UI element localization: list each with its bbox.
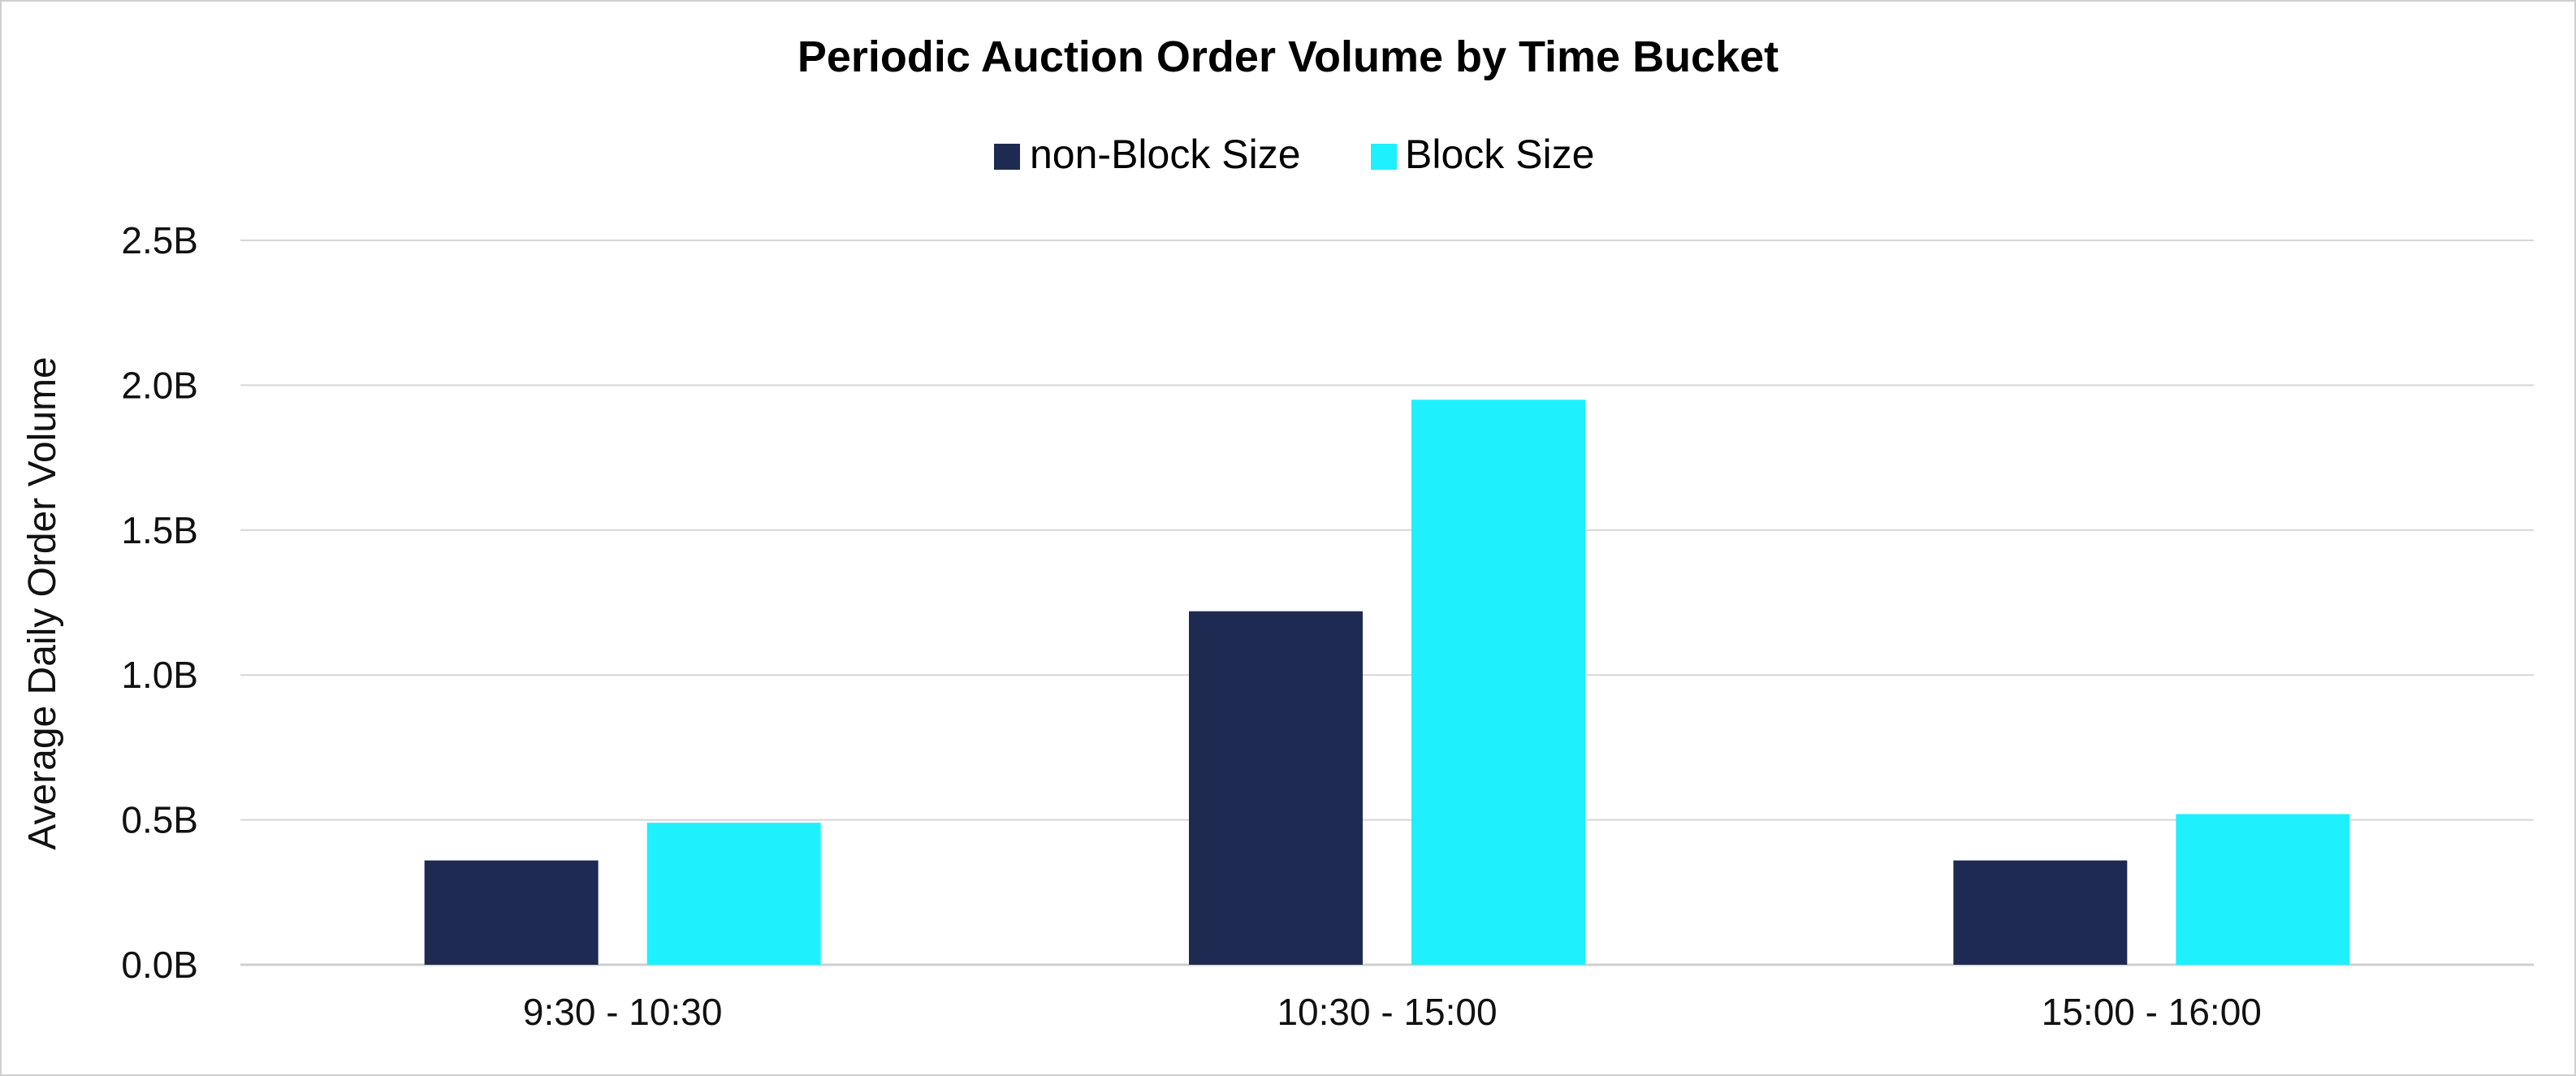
- bar-non-block-1: [1189, 611, 1363, 965]
- x-tick-label: 15:00 - 16:00: [2042, 991, 2262, 1033]
- legend-swatch-block: [1371, 144, 1397, 170]
- bar-non-block-0: [424, 860, 599, 965]
- bar-block-2: [2176, 814, 2350, 965]
- x-tick-label: 9:30 - 10:30: [523, 991, 723, 1033]
- bar-non-block-2: [1953, 860, 2128, 965]
- y-tick-label: 2.5B: [121, 219, 198, 261]
- bar-block-0: [646, 823, 821, 965]
- legend-swatch-non-block: [994, 144, 1020, 170]
- y-tick-label: 0.0B: [121, 944, 198, 986]
- legend-label-non-block: non-Block Size: [1030, 132, 1301, 177]
- bar-block-1: [1411, 400, 1585, 965]
- x-tick-label: 10:30 - 15:00: [1277, 991, 1497, 1033]
- y-tick-label: 0.5B: [121, 799, 198, 841]
- x-tick-labels: 9:30 - 10:30 10:30 - 15:00 15:00 - 16:00: [523, 991, 2262, 1033]
- y-tick-label: 1.5B: [121, 509, 198, 551]
- y-tick-label: 1.0B: [121, 654, 198, 696]
- y-axis-label: Average Daily Order Volume: [21, 357, 64, 849]
- bars: [424, 400, 2350, 965]
- chart-title: Periodic Auction Order Volume by Time Bu…: [797, 32, 1779, 81]
- gridlines: [240, 240, 2534, 966]
- y-tick-label: 2.0B: [121, 364, 198, 406]
- y-tick-labels: 0.0B 0.5B 1.0B 1.5B 2.0B 2.5B: [121, 219, 198, 986]
- legend-label-block: Block Size: [1405, 132, 1594, 177]
- legend: non-Block Size Block Size: [994, 132, 1594, 177]
